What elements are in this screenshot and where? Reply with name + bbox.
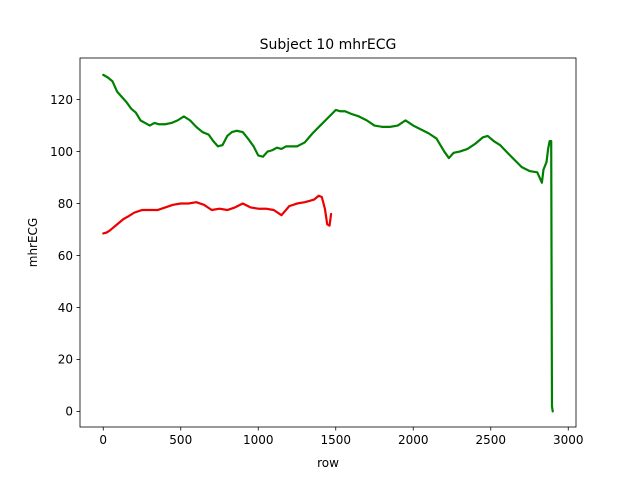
plot-area xyxy=(102,73,554,413)
chart-title: Subject 10 mhrECG xyxy=(260,37,397,53)
y-tick-label: 20 xyxy=(58,353,73,367)
y-tick-label: 40 xyxy=(58,301,73,315)
x-tick-label: 2500 xyxy=(475,433,506,447)
x-tick-label: 1000 xyxy=(243,433,274,447)
y-tick-label: 100 xyxy=(50,145,73,159)
x-tick-label: 3000 xyxy=(553,433,584,447)
y-axis: 0 20 40 60 80 100 120 xyxy=(50,93,80,419)
y-axis-label: mhrECG xyxy=(26,218,40,268)
y-tick-label: 60 xyxy=(58,249,73,263)
plot-frame xyxy=(79,57,577,428)
x-tick-label: 0 xyxy=(99,433,107,447)
series-line-1 xyxy=(102,73,554,413)
y-tick-label: 80 xyxy=(58,197,73,211)
x-tick-label: 1500 xyxy=(320,433,351,447)
x-tick-label: 2000 xyxy=(398,433,429,447)
y-tick-label: 120 xyxy=(50,93,73,107)
series-line-2 xyxy=(102,194,333,235)
x-tick-label: 500 xyxy=(169,433,192,447)
x-axis-label: row xyxy=(317,456,339,470)
x-axis: 0 500 1000 1500 2000 2500 3000 xyxy=(99,427,584,447)
y-tick-label: 0 xyxy=(65,405,73,419)
